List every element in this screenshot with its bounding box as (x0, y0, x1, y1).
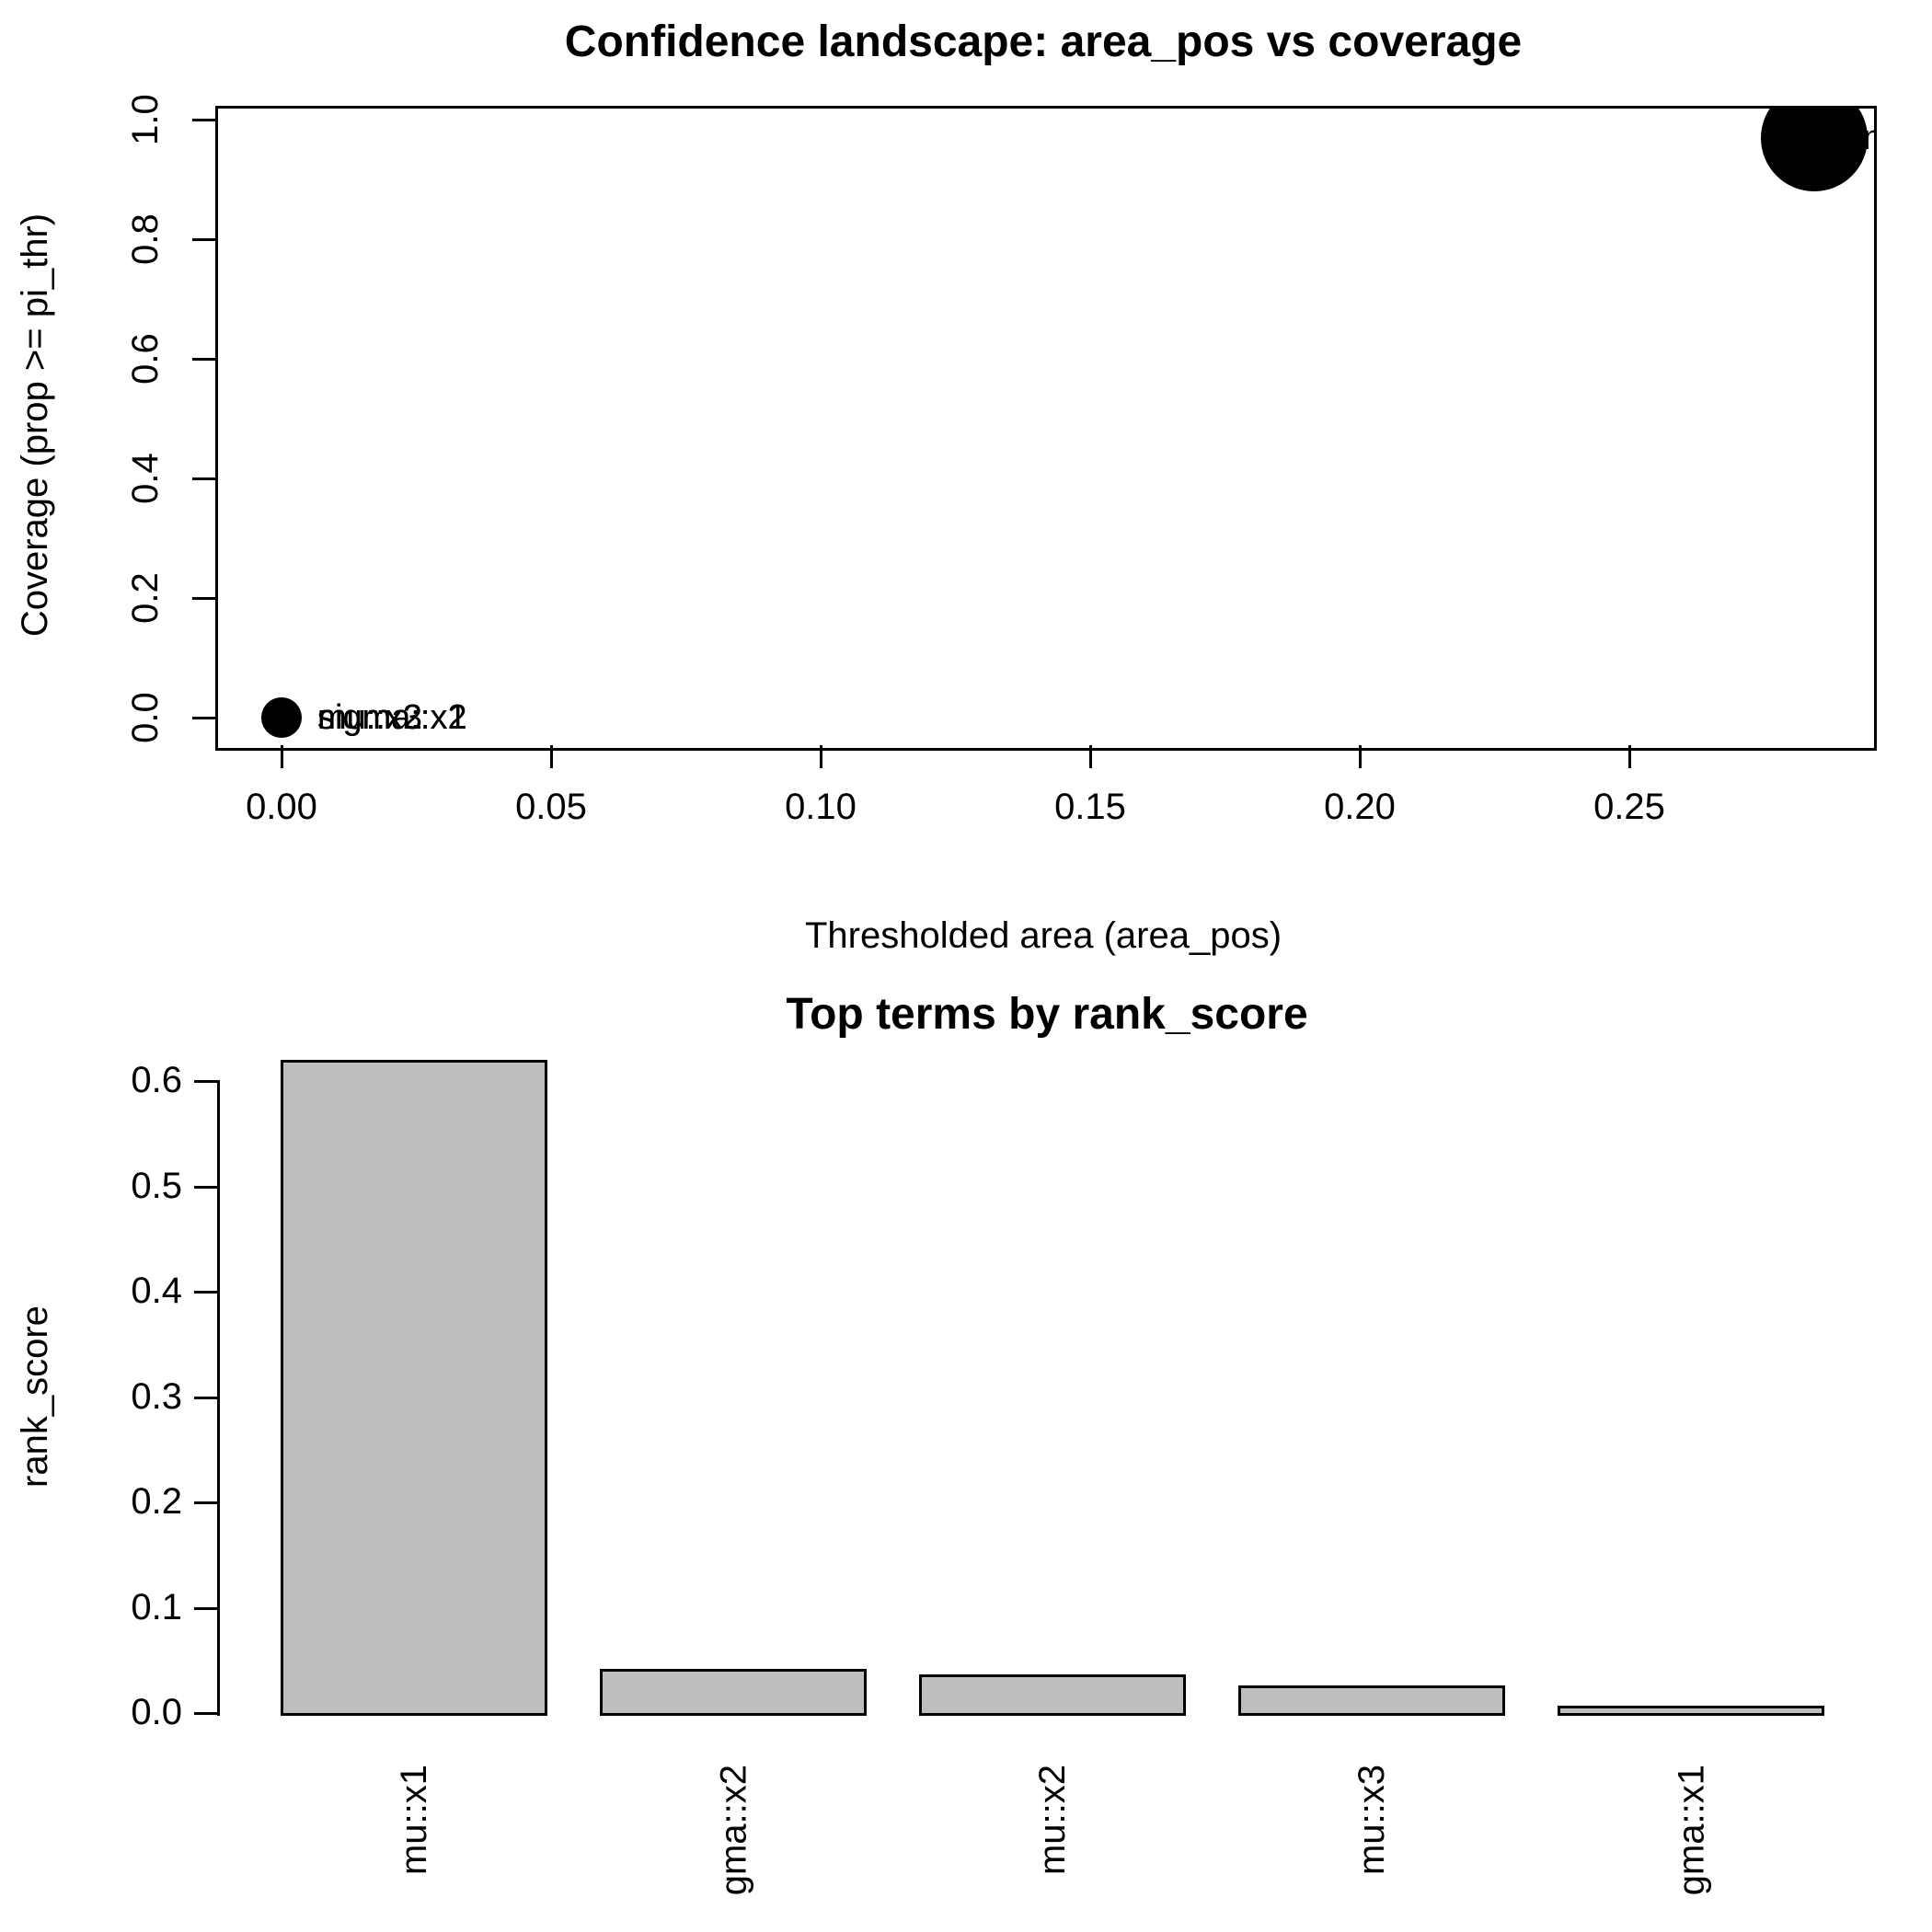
scatter-ytick-label: 0.8 (125, 213, 166, 265)
scatter-xtick-label: 0.20 (1324, 787, 1396, 827)
scatter-xtick-label: 0.25 (1593, 787, 1665, 827)
bar-ytick-label: 0.2 (131, 1481, 182, 1522)
bar-ytick-label: 0.6 (131, 1060, 182, 1100)
scatter-xtick-mark (1089, 745, 1092, 768)
scatter-origin-label: mu::x3 (317, 698, 423, 737)
scatter-xtick-label: 0.10 (785, 787, 857, 827)
scatter-xtick-label: 0.00 (246, 787, 317, 827)
scatter-x-axis-label: Thresholded area (area_pos) (804, 915, 1282, 956)
bar-gma-x1 (1558, 1705, 1824, 1716)
scatter-origin-label: sigma::x1 (317, 698, 467, 737)
bar-ytick-mark (194, 1186, 217, 1189)
bar-category-label: mu::x2 (1032, 1765, 1073, 1876)
bar-ytick-mark (194, 1712, 217, 1715)
scatter-xtick-mark (1359, 745, 1362, 768)
scatter-y-axis-label: Coverage (prop >= pi_thr) (15, 213, 55, 638)
bar-ytick-label: 0.3 (131, 1376, 182, 1417)
bar-ytick-label: 0.5 (131, 1166, 182, 1206)
scatter-ytick-mark (192, 477, 215, 480)
scatter-xtick-mark (281, 745, 283, 768)
scatter-ytick-mark (192, 119, 215, 121)
scatter-xtick-mark (550, 745, 553, 768)
bar-category-label: gma::x2 (713, 1765, 753, 1896)
scatter-point-origin-cluster (261, 697, 302, 738)
bar-category-label: mu::x1 (394, 1765, 434, 1876)
scatter-xtick-label: 0.15 (1054, 787, 1126, 827)
scatter-origin-label: mu::x2 (317, 698, 423, 737)
scatter-title: Confidence landscape: area_pos vs covera… (564, 17, 1523, 66)
scatter-ytick-label: 0.2 (125, 572, 166, 624)
scatter-ytick-label: 0.6 (125, 333, 166, 385)
bar-category-label: gma::x1 (1671, 1765, 1711, 1896)
bar-ytick-label: 0.0 (131, 1692, 182, 1732)
bar-ytick-mark (194, 1501, 217, 1504)
scatter-ytick-label: 0.0 (125, 692, 166, 743)
scatter-plot-area: mu::x1 mu::x2 mu::x3 sigma::x1 sigma::x2 (215, 106, 1877, 751)
bar-gma-x2 (600, 1668, 867, 1716)
bar-category-label: mu::x3 (1351, 1765, 1392, 1876)
bar-mu-x1 (281, 1059, 547, 1716)
scatter-point-mu-x1-label: mu::x1 (1863, 118, 1874, 158)
scatter-ytick-mark (192, 238, 215, 241)
scatter-xtick-mark (820, 745, 822, 768)
scatter-point-mu-x1 (1760, 109, 1868, 191)
bar-mu-x3 (1238, 1685, 1505, 1716)
scatter-ytick-label: 1.0 (125, 94, 166, 145)
scatter-ytick-mark (192, 597, 215, 600)
scatter-xtick-mark (1628, 745, 1631, 768)
bar-mu-x2 (919, 1673, 1186, 1716)
bar-ytick-mark (194, 1397, 217, 1399)
bar-y-axis-line (217, 1080, 220, 1716)
bar-ytick-mark (194, 1291, 217, 1294)
bar-ytick-label: 0.1 (131, 1587, 182, 1627)
scatter-ytick-mark (192, 358, 215, 361)
scatter-ytick-mark (192, 717, 215, 719)
scatter-ytick-label: 0.4 (125, 453, 166, 504)
scatter-origin-label: sigma::x2 (317, 698, 467, 737)
bar-ytick-mark (194, 1080, 217, 1083)
scatter-xtick-label: 0.05 (515, 787, 587, 827)
bar-ytick-mark (194, 1607, 217, 1610)
bar-ytick-label: 0.4 (131, 1271, 182, 1311)
bar-title: Top terms by rank_score (786, 990, 1308, 1039)
